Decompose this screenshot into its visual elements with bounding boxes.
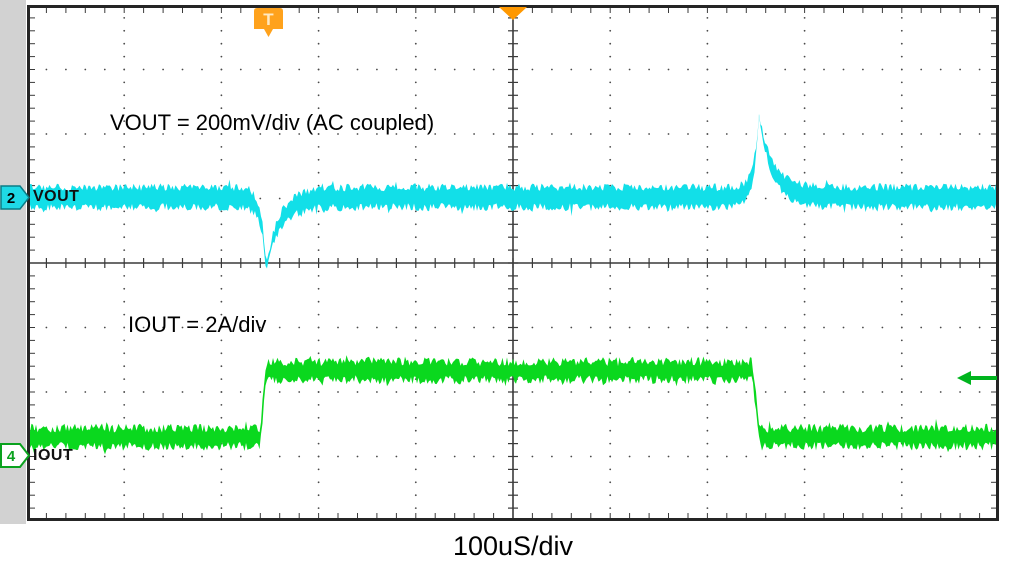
channel-2-badge-number: 2 <box>7 190 15 207</box>
vout-trace-label: VOUT <box>33 188 80 205</box>
channel-2-marker[interactable]: 2 <box>0 185 31 210</box>
trigger-flag-letter: T <box>263 10 274 29</box>
left-channel-strip <box>0 0 26 524</box>
reference-arrow-icon[interactable] <box>955 369 997 387</box>
channel-2-badge-shape <box>0 185 30 210</box>
arrow-left-shaft <box>970 375 997 380</box>
graticule-and-traces <box>27 5 999 521</box>
vout-trace <box>27 114 999 269</box>
channel-4-badge-number: 4 <box>7 448 16 465</box>
triangle-down-icon <box>499 7 527 20</box>
iout-trace <box>27 355 999 455</box>
channel-4-badge-shape <box>0 443 31 469</box>
channel-4-marker[interactable]: 4 <box>0 443 31 469</box>
trigger-flag-icon[interactable]: T <box>254 8 284 40</box>
vout-scale-annotation: VOUT = 200mV/div (AC coupled) <box>110 110 435 135</box>
iout-trace-label: IOUT <box>33 447 74 464</box>
trigger-flag-shape <box>254 8 284 37</box>
waveform-plot-area: T VOUT IOUT VOUT = 200mV/div (AC coupled… <box>27 5 999 521</box>
trigger-position-marker-icon[interactable] <box>499 7 527 20</box>
iout-scale-annotation: IOUT = 2A/div <box>128 312 267 337</box>
timebase-label: 100uS/div <box>452 531 574 561</box>
arrow-left-head <box>957 370 971 385</box>
